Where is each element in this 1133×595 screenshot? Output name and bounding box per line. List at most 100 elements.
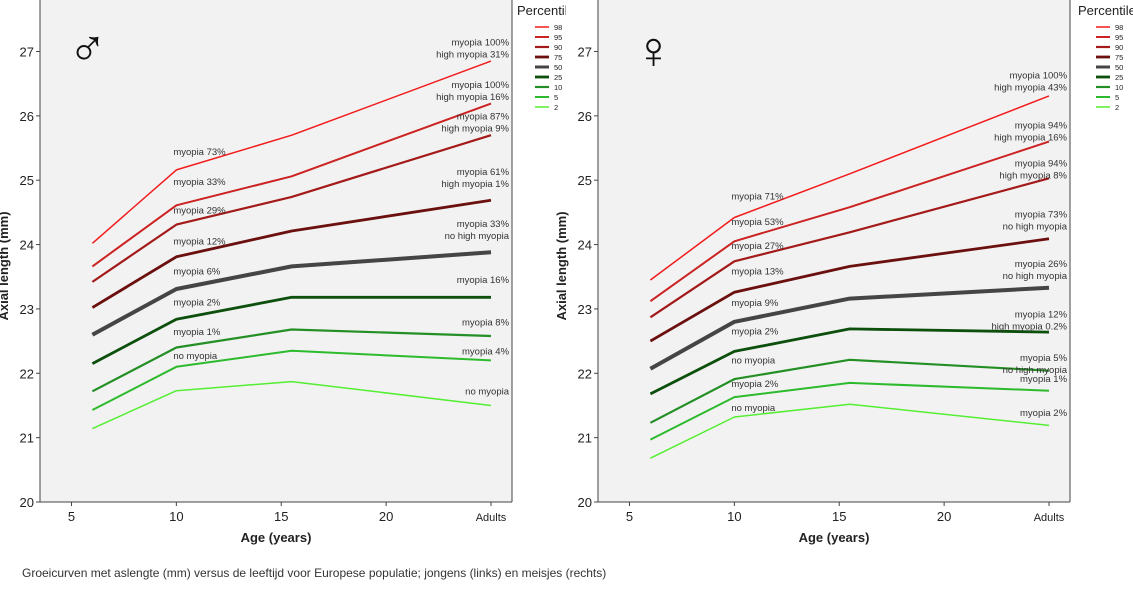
annotation-adult: no high myopia — [1003, 271, 1068, 282]
y-tick-label: 21 — [578, 431, 592, 446]
annotation-adult: no high myopia — [445, 231, 510, 242]
legend-label: 10 — [1115, 83, 1123, 92]
percentile-line-p25 — [649, 327, 1050, 396]
x-tick-label: 10 — [169, 509, 183, 524]
annotation-age10: no myopia — [731, 355, 776, 366]
y-tick-label: 26 — [578, 109, 592, 124]
annotation-adult: high myopia 1% — [441, 179, 509, 190]
annotation-adult: myopia 94% — [1015, 121, 1068, 132]
legend-label: 75 — [554, 53, 562, 62]
annotation-adult: no high myopia — [1003, 221, 1068, 232]
legend-label: 5 — [1115, 93, 1119, 102]
x-tick-label: 10 — [727, 509, 741, 524]
percentile-line-p95 — [91, 102, 492, 268]
annotation-adult: myopia 26% — [1015, 259, 1068, 270]
annotation-adult: myopia 61% — [457, 167, 510, 178]
plot-area — [598, 0, 1070, 502]
x-tick-label: 5 — [68, 509, 75, 524]
percentile-line-p5 — [91, 349, 492, 411]
legend-label: 75 — [1115, 53, 1123, 62]
y-tick-label: 23 — [20, 302, 34, 317]
annotation-adult: high myopia 16% — [994, 133, 1067, 144]
x-tick-label: Adults — [476, 512, 507, 524]
percentile-line-p25 — [91, 295, 491, 365]
y-tick-label: 20 — [20, 495, 34, 510]
legend-label: 50 — [1115, 63, 1123, 72]
legend-label: 10 — [554, 83, 562, 92]
x-tick-label: 20 — [379, 509, 393, 524]
y-tick-label: 25 — [20, 173, 34, 188]
annotation-age10: myopia 1% — [173, 327, 221, 338]
x-tick-label: Adults — [1034, 512, 1065, 524]
annotation-adult: myopia 100% — [451, 37, 509, 48]
legend-label: 5 — [554, 93, 558, 102]
legend-label: 95 — [1115, 33, 1123, 42]
y-axis-label: Axial length (mm) — [0, 211, 11, 320]
percentile-line-p2 — [92, 380, 492, 430]
y-tick-label: 24 — [578, 238, 592, 253]
percentile-line-p10 — [649, 358, 1050, 424]
percentile-line-p90 — [649, 177, 1050, 319]
y-tick-label: 21 — [20, 431, 34, 446]
legend-label: 98 — [554, 23, 562, 32]
annotation-age10: myopia 12% — [173, 236, 226, 247]
annotation-adult: myopia 2% — [1020, 408, 1068, 419]
y-tick-label: 24 — [20, 238, 34, 253]
percentile-line-p10 — [91, 328, 492, 393]
y-axis-label: Axial length (mm) — [556, 211, 569, 320]
annotation-adult: myopia 12% — [1015, 310, 1068, 321]
x-tick-label: 15 — [832, 509, 846, 524]
percentile-line-p50 — [91, 250, 492, 337]
x-axis-label: Age (years) — [799, 530, 870, 545]
legend-label: 25 — [554, 73, 562, 82]
x-tick-label: 15 — [274, 509, 288, 524]
legend-label: 90 — [554, 43, 562, 52]
annotation-adult: no myopia — [465, 386, 510, 397]
percentile-line-p90 — [91, 134, 492, 283]
plot-area — [40, 0, 512, 502]
annotation-adult: myopia 5% — [1020, 353, 1068, 364]
annotation-adult: high myopia 31% — [436, 49, 509, 60]
annotation-adult: high myopia 43% — [994, 82, 1067, 93]
legend-label: 50 — [554, 63, 562, 72]
annotation-adult: myopia 16% — [457, 275, 510, 286]
male-symbol-icon: ♂ — [68, 20, 107, 78]
annotation-age10: myopia 29% — [173, 205, 226, 216]
x-tick-label: 5 — [626, 509, 633, 524]
percentile-line-p5 — [649, 381, 1050, 441]
annotation-adult: high myopia 9% — [441, 123, 509, 134]
y-tick-label: 22 — [578, 366, 592, 381]
percentile-line-p95 — [649, 140, 1050, 303]
legend-label: 95 — [554, 33, 562, 42]
annotation-age10: myopia 71% — [731, 191, 784, 202]
annotation-age10: myopia 27% — [731, 241, 784, 252]
legend-title: Percentile — [517, 3, 566, 18]
annotation-adult: myopia 100% — [1009, 70, 1067, 81]
legend-title: Percentile — [1078, 3, 1133, 18]
annotation-age10: no myopia — [731, 403, 776, 414]
annotation-age10: myopia 13% — [731, 267, 784, 278]
x-tick-label: 20 — [937, 509, 951, 524]
percentile-line-p75 — [91, 198, 492, 309]
annotation-adult: no high myopia — [1003, 365, 1068, 376]
y-tick-label: 25 — [578, 173, 592, 188]
annotation-adult: high myopia 16% — [436, 92, 509, 103]
percentile-line-p2 — [650, 403, 1050, 459]
annotation-adult: high myopia 0.2% — [991, 322, 1067, 333]
y-tick-label: 27 — [20, 44, 34, 59]
legend-label: 2 — [554, 103, 558, 112]
y-tick-label: 23 — [578, 302, 592, 317]
legend-label: 2 — [1115, 103, 1119, 112]
legend-label: 90 — [1115, 43, 1123, 52]
annotation-adult: myopia 8% — [462, 317, 510, 328]
annotation-adult: myopia 73% — [1015, 209, 1068, 220]
annotation-age10: myopia 2% — [173, 297, 221, 308]
y-tick-label: 27 — [578, 44, 592, 59]
annotation-age10: no myopia — [173, 351, 218, 362]
annotation-age10: myopia 2% — [731, 326, 779, 337]
legend-label: 25 — [1115, 73, 1123, 82]
annotation-age10: myopia 33% — [173, 177, 226, 188]
annotation-adult: myopia 87% — [457, 111, 510, 122]
